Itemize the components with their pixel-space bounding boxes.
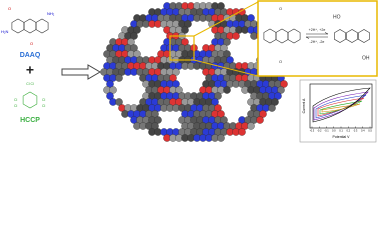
atom: H₂N (1, 29, 8, 34)
atom-sphere (238, 128, 246, 136)
atom-sphere (175, 86, 183, 94)
atom-sphere (181, 38, 189, 46)
atom-sphere (256, 116, 264, 124)
atom-sphere (217, 134, 225, 142)
x-tick-label: 0.1 (339, 129, 343, 133)
arrow (61, 64, 101, 80)
atom-sphere (214, 92, 222, 100)
cv-curve (312, 87, 371, 123)
atom-sphere (184, 20, 192, 28)
x-tick-label: 0.3 (354, 129, 358, 133)
graphic-abstract: O O NH₂ H₂N DAAQ + Cl Cl Cl Cl Cl Cl HCC… (0, 0, 378, 143)
atom: Cl Cl (26, 82, 34, 86)
hccp-label: HCCP (20, 117, 40, 124)
atom: HO (333, 14, 341, 20)
daaq-structure (11, 18, 49, 34)
atom-sphere (172, 80, 180, 88)
forward-condition: +2H⁺, +2e (309, 28, 326, 32)
atom: O (30, 41, 33, 46)
ring (22, 91, 38, 109)
atom-sphere (172, 68, 180, 76)
reaction-structures (263, 28, 370, 44)
atom: Cl (14, 98, 18, 102)
atom-sphere (247, 122, 255, 130)
atom-sphere (127, 38, 135, 46)
atom-sphere (274, 92, 282, 100)
atom-sphere (271, 98, 279, 106)
atom-sphere (151, 122, 159, 130)
page: O O NH₂ H₂N DAAQ + Cl Cl Cl Cl Cl Cl HCC… (0, 0, 378, 143)
atom: Cl (42, 104, 46, 108)
atom-sphere (106, 80, 114, 88)
reverse-condition: -2H⁺, -2e (310, 40, 325, 44)
atom: Cl (42, 98, 46, 102)
atom-sphere (109, 86, 117, 94)
ring (35, 18, 49, 34)
x-tick-label: 0.5 (368, 129, 372, 133)
zoom-region (169, 35, 195, 61)
atom-sphere (259, 110, 267, 118)
atom: O (279, 6, 282, 11)
atom-sphere (220, 44, 228, 52)
atom-sphere (211, 98, 219, 106)
atom-sphere (130, 32, 138, 40)
atom-sphere (154, 116, 162, 124)
atom: O (8, 6, 11, 11)
atom: Cl (14, 104, 18, 108)
cv-curve (321, 103, 361, 113)
cv-curve (319, 100, 363, 115)
ring (334, 29, 346, 43)
x-tick-label: -0.1 (324, 129, 329, 133)
y-axis-label: Current A (302, 98, 306, 113)
cv-curve (317, 97, 365, 117)
x-axis-label: Potential V (333, 135, 351, 139)
arrow-head (324, 32, 329, 35)
ring (358, 29, 370, 43)
plus-sign: + (26, 62, 34, 78)
atom-sphere (151, 110, 159, 118)
zoom-panel (257, 0, 378, 77)
atom-sphere (280, 80, 288, 88)
atom-sphere (220, 116, 228, 124)
atom-sphere (214, 104, 222, 112)
atom-sphere (106, 92, 114, 100)
atom-sphere (247, 14, 255, 22)
zoom-line (193, 59, 259, 77)
x-tick-label: 0.2 (346, 129, 350, 133)
arrow-head (305, 36, 310, 39)
atom-sphere (217, 2, 225, 10)
x-ticks: -0.3 -0.2 -0.1 0.0 0.1 0.2 0.3 0.4 0.5 (310, 126, 372, 133)
atom-sphere (217, 110, 225, 118)
atom-sphere (181, 26, 189, 34)
x-tick-label: -0.3 (310, 129, 315, 133)
atom-sphere (268, 104, 276, 112)
atom: NH₂ (47, 11, 55, 16)
atom-sphere (130, 44, 138, 52)
atom: OH (362, 55, 370, 61)
atom-sphere (115, 98, 123, 106)
atom-sphere (232, 32, 240, 40)
atom-sphere (223, 38, 231, 46)
cv-curve (313, 91, 369, 121)
atom-sphere (115, 74, 123, 82)
atom-sphere (133, 26, 141, 34)
atom-sphere (277, 86, 285, 94)
atom-sphere (169, 74, 177, 82)
ring (346, 29, 358, 43)
atom: O (279, 59, 282, 64)
atom-sphere (223, 86, 231, 94)
cv-curves (312, 87, 371, 123)
x-tick-label: 0.0 (332, 129, 336, 133)
atom-sphere (226, 56, 234, 64)
atom-sphere (223, 50, 231, 58)
x-tick-label: -0.2 (317, 129, 322, 133)
x-tick-label: 0.4 (361, 129, 365, 133)
zoom-line (193, 1, 259, 37)
daaq-label: DAAQ (20, 52, 41, 59)
ring (287, 28, 301, 44)
cv-curve (315, 94, 367, 119)
atom-sphere (133, 50, 141, 58)
hccp-structure (22, 91, 38, 109)
